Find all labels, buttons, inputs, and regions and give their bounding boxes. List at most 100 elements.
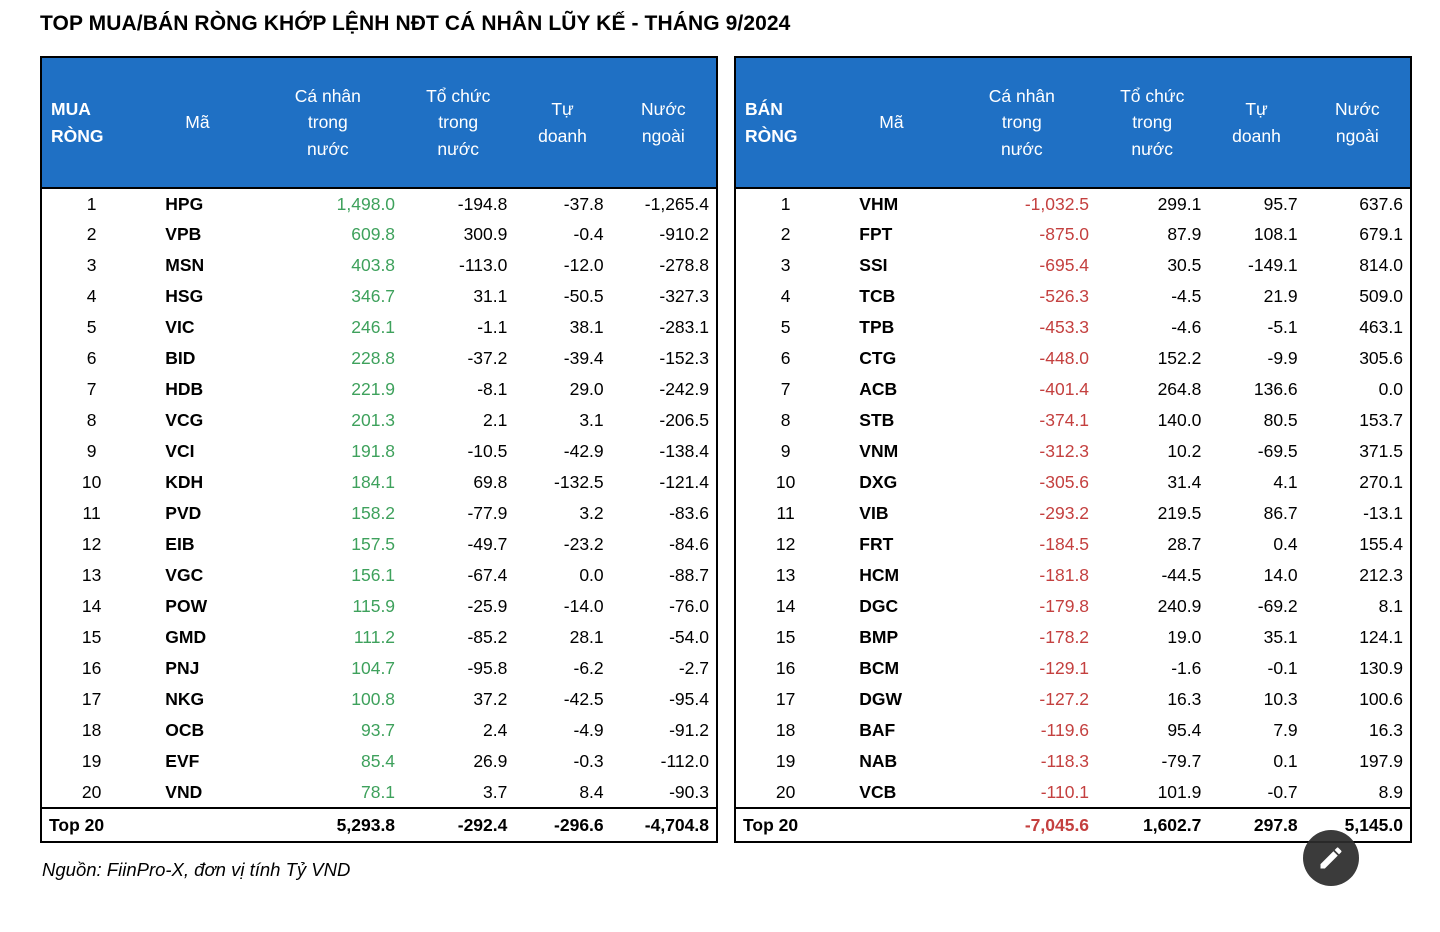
- individual-cell: 78.1: [360, 781, 396, 802]
- rank-cell: 4: [86, 286, 97, 306]
- individual-cell: 158.2: [351, 503, 396, 523]
- total-label: Top 20: [41, 807, 254, 842]
- proprietary-cell: 0.4: [1273, 534, 1298, 554]
- proprietary-cell: -4.9: [573, 720, 604, 740]
- proprietary-cell: 0.0: [579, 565, 604, 585]
- ticker-cell: VCB: [859, 781, 897, 802]
- ticker-cell: VIB: [859, 503, 889, 523]
- column-header-proprietary: Tự doanh: [1208, 57, 1305, 189]
- rank-cell: 8: [86, 410, 97, 430]
- table-row: 12 FRT -184.5 28.7 0.4 155.4: [735, 529, 1411, 560]
- institution-cell: -194.8: [457, 193, 508, 214]
- proprietary-cell: -5.1: [1267, 317, 1298, 337]
- table-row: 14 DGC -179.8 240.9 -69.2 8.1: [735, 591, 1411, 622]
- proprietary-cell: -23.2: [563, 534, 604, 554]
- foreign-cell: -13.1: [1363, 503, 1403, 523]
- institution-cell: -8.1: [477, 379, 508, 399]
- institution-cell: -77.9: [467, 503, 508, 523]
- rank-cell: 2: [86, 224, 97, 244]
- institution-cell: -49.7: [467, 534, 508, 554]
- ticker-cell: BCM: [859, 658, 900, 678]
- foreign-cell: 124.1: [1359, 627, 1403, 647]
- table-row: 1 HPG 1,498.0 -194.8 -37.8 -1,265.4: [41, 188, 717, 219]
- individual-cell: 104.7: [351, 658, 396, 678]
- rank-cell: 17: [775, 689, 796, 709]
- rank-cell: 9: [86, 441, 97, 461]
- rank-cell: 15: [81, 627, 102, 647]
- total-institution-cell: -292.4: [402, 807, 515, 842]
- ticker-cell: DXG: [859, 472, 898, 492]
- foreign-cell: 0.0: [1378, 379, 1403, 399]
- total-row: Top 20 -7,045.6 1,602.7 297.8 5,145.0: [735, 807, 1411, 842]
- header-row: BÁN RÒNG Mã Cá nhân trong nước Tổ chức t…: [735, 57, 1411, 189]
- table-row: 6 CTG -448.0 152.2 -9.9 305.6: [735, 343, 1411, 374]
- proprietary-cell: 86.7: [1263, 503, 1298, 523]
- foreign-cell: -278.8: [659, 255, 709, 275]
- rank-cell: 20: [81, 781, 102, 802]
- ticker-cell: VCI: [165, 441, 195, 461]
- individual-cell: 100.8: [351, 689, 396, 709]
- proprietary-cell: 95.7: [1263, 193, 1298, 214]
- screenshot-markup-button[interactable]: [1303, 830, 1359, 886]
- ticker-cell: EIB: [165, 534, 195, 554]
- individual-cell: -118.3: [1040, 751, 1090, 771]
- individual-cell: -129.1: [1039, 658, 1090, 678]
- proprietary-cell: 28.1: [569, 627, 604, 647]
- proprietary-cell: -42.9: [563, 441, 604, 461]
- proprietary-cell: 80.5: [1263, 410, 1298, 430]
- ticker-cell: OCB: [165, 720, 205, 740]
- individual-cell: -448.0: [1039, 348, 1090, 368]
- table-row: 12 EIB 157.5 -49.7 -23.2 -84.6: [41, 529, 717, 560]
- foreign-cell: -54.0: [669, 627, 709, 647]
- individual-cell: 156.1: [351, 565, 396, 585]
- table-row: 5 VIC 246.1 -1.1 38.1 -283.1: [41, 312, 717, 343]
- table-row: 18 BAF -119.6 95.4 7.9 16.3: [735, 715, 1411, 746]
- rank-cell: 1: [780, 193, 791, 214]
- foreign-cell: 270.1: [1359, 472, 1403, 492]
- table-row: 20 VND 78.1 3.7 8.4 -90.3: [41, 777, 717, 808]
- individual-cell: 191.8: [351, 441, 396, 461]
- institution-cell: -4.5: [1171, 286, 1202, 306]
- ticker-cell: VPB: [165, 224, 202, 244]
- individual-cell: -179.8: [1039, 596, 1090, 616]
- total-proprietary-cell: 297.8: [1208, 807, 1305, 842]
- foreign-cell: -910.2: [659, 224, 709, 244]
- institution-cell: 264.8: [1157, 379, 1202, 399]
- column-header-proprietary: Tự doanh: [514, 57, 611, 189]
- rank-cell: 19: [81, 751, 102, 771]
- table-row: 15 GMD 111.2 -85.2 28.1 -54.0: [41, 622, 717, 653]
- institution-cell: 2.4: [483, 720, 508, 740]
- institution-cell: 30.5: [1167, 255, 1202, 275]
- foreign-cell: -206.5: [659, 410, 709, 430]
- individual-cell: -119.6: [1040, 720, 1090, 740]
- foreign-cell: -1,265.4: [644, 193, 709, 214]
- foreign-cell: -2.7: [678, 658, 709, 678]
- ticker-cell: HSG: [165, 286, 204, 306]
- institution-cell: -95.8: [467, 658, 508, 678]
- total-individual-cell: -7,045.6: [947, 807, 1097, 842]
- proprietary-cell: 7.9: [1273, 720, 1298, 740]
- institution-cell: -25.9: [467, 596, 508, 616]
- individual-cell: -526.3: [1039, 286, 1090, 306]
- individual-cell: -1,032.5: [1024, 193, 1090, 214]
- proprietary-cell: 3.1: [579, 410, 604, 430]
- individual-cell: 85.4: [360, 751, 396, 771]
- rank-cell: 3: [780, 255, 791, 275]
- table-row: 14 POW 115.9 -25.9 -14.0 -76.0: [41, 591, 717, 622]
- rank-cell: 1: [86, 193, 97, 214]
- individual-cell: -184.5: [1039, 534, 1090, 554]
- proprietary-cell: -12.0: [563, 255, 604, 275]
- individual-cell: -312.3: [1039, 441, 1090, 461]
- total-label: Top 20: [735, 807, 948, 842]
- individual-cell: 184.1: [351, 472, 396, 492]
- table-row: 17 DGW -127.2 16.3 10.3 100.6: [735, 684, 1411, 715]
- group-header-buy: MUA RÒNG: [41, 57, 142, 189]
- institution-cell: 87.9: [1167, 224, 1202, 244]
- institution-cell: -44.5: [1161, 565, 1202, 585]
- page-title: TOP MUA/BÁN RÒNG KHỚP LỆNH NĐT CÁ NHÂN L…: [40, 12, 791, 35]
- institution-cell: 3.7: [483, 781, 508, 802]
- rank-cell: 13: [81, 565, 102, 585]
- institution-cell: 101.9: [1157, 781, 1202, 802]
- ticker-cell: NAB: [859, 751, 898, 771]
